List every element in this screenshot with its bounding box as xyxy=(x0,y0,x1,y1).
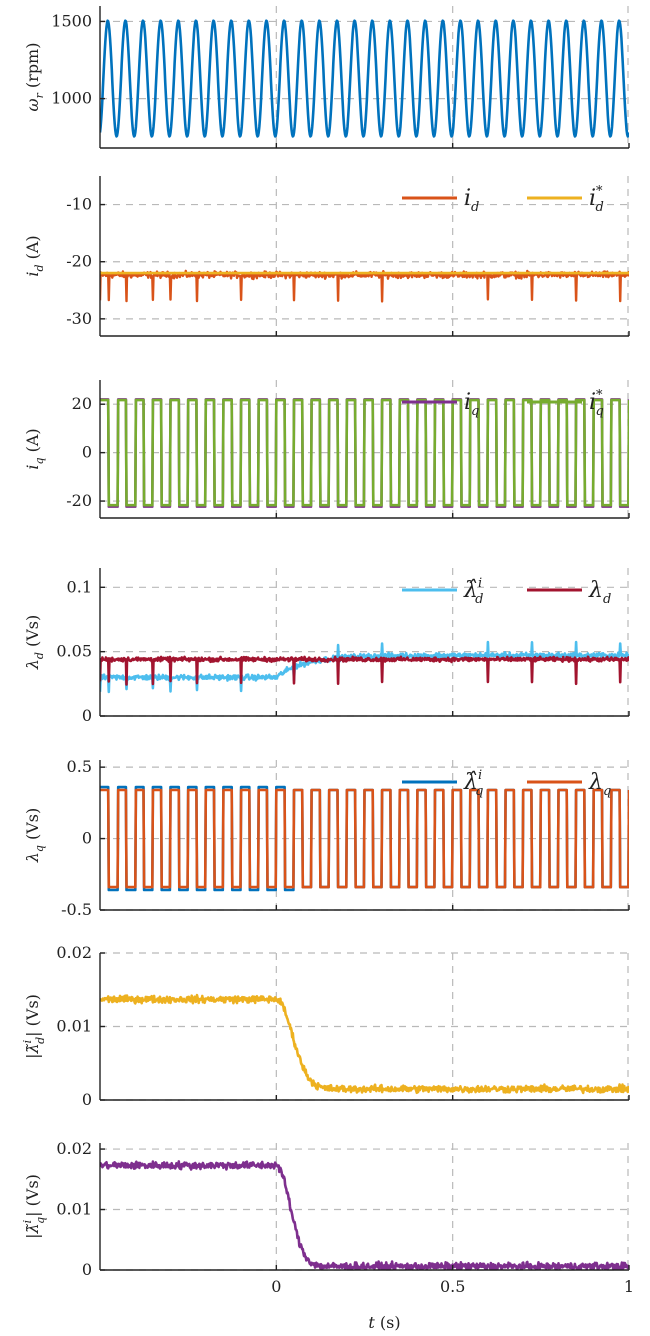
x-tick-label: 0.5 xyxy=(440,1277,465,1296)
y-tick-label: 0.1 xyxy=(67,577,92,596)
y-axis-label: |λ̃iq| (Vs) xyxy=(21,1174,47,1239)
y-tick-label: 0.02 xyxy=(56,943,92,962)
y-axis-label: |λ̃id| (Vs) xyxy=(21,994,47,1059)
legend-label: λ̂i d xyxy=(463,576,483,607)
legend-label: λd xyxy=(588,578,611,607)
y-tick-label: 0.02 xyxy=(56,1139,92,1158)
legend-label: i* q xyxy=(589,388,604,419)
x-axis-label: t (s) xyxy=(368,1313,400,1332)
y-tick-label: 1500 xyxy=(51,11,92,30)
panel-7: 0 0.01 0.02 0 0.5 1 t (s) |λ̃iq| (Vs) xyxy=(21,1139,634,1332)
panel-5: -0.5 0 0.5 λq (Vs) λ̂i q λq xyxy=(23,757,630,919)
y-tick-label: -20 xyxy=(66,491,92,510)
y-tick-label: -0.5 xyxy=(61,900,92,919)
y-tick-label: 0.5 xyxy=(67,757,92,776)
x-tick-label: 0 xyxy=(271,1277,281,1296)
legend-label: λ̂i q xyxy=(463,768,483,799)
y-tick-label: 0 xyxy=(82,706,92,725)
series-line-1 xyxy=(100,1160,629,1270)
legend-label: iq xyxy=(464,390,479,419)
series-line-2 xyxy=(100,398,629,507)
y-tick-label: 0.05 xyxy=(56,642,92,661)
y-tick-label: 0 xyxy=(82,443,92,462)
series-line-1 xyxy=(100,640,629,694)
y-axis-label: ωr (rpm) xyxy=(23,43,46,112)
y-tick-label: 0 xyxy=(82,829,92,848)
y-tick-label: -20 xyxy=(66,252,92,271)
panel-3: -20 0 20 iq (A) iq i* q xyxy=(23,380,630,519)
y-tick-label: 0 xyxy=(82,1260,92,1279)
y-tick-label: 0.01 xyxy=(56,1017,92,1036)
series-line-1 xyxy=(100,19,629,138)
y-axis-label: λd (Vs) xyxy=(23,615,46,671)
y-tick-label: -10 xyxy=(66,195,92,214)
y-axis-label: λq (Vs) xyxy=(23,808,46,864)
panel-4: 0 0.05 0.1 λd (Vs) λ̂i d λd xyxy=(23,568,630,725)
legend-label: λq xyxy=(588,770,611,799)
panel-6: 0 0.01 0.02 |λ̃id| (Vs) xyxy=(21,943,630,1109)
y-tick-label: 1000 xyxy=(51,89,92,108)
panel-1: 1000 1500 ωr (rpm) xyxy=(23,6,630,149)
y-axis-label: id (A) xyxy=(23,235,46,276)
y-tick-label: 0 xyxy=(82,1090,92,1109)
series-line-2 xyxy=(100,655,629,686)
y-tick-label: 20 xyxy=(72,394,92,413)
legend-label: i* d xyxy=(589,184,604,215)
legend-label: id xyxy=(464,186,479,215)
series-line-1 xyxy=(100,269,629,303)
panel-2: -30 -20 -10 id (A) id i* d xyxy=(23,176,630,337)
y-tick-label: -30 xyxy=(66,309,92,328)
y-axis-label: iq (A) xyxy=(23,428,46,469)
series-line-1 xyxy=(100,993,629,1095)
series-line-2 xyxy=(100,788,629,889)
y-tick-label: 0.01 xyxy=(56,1200,92,1219)
x-tick-label: 1 xyxy=(624,1277,634,1296)
